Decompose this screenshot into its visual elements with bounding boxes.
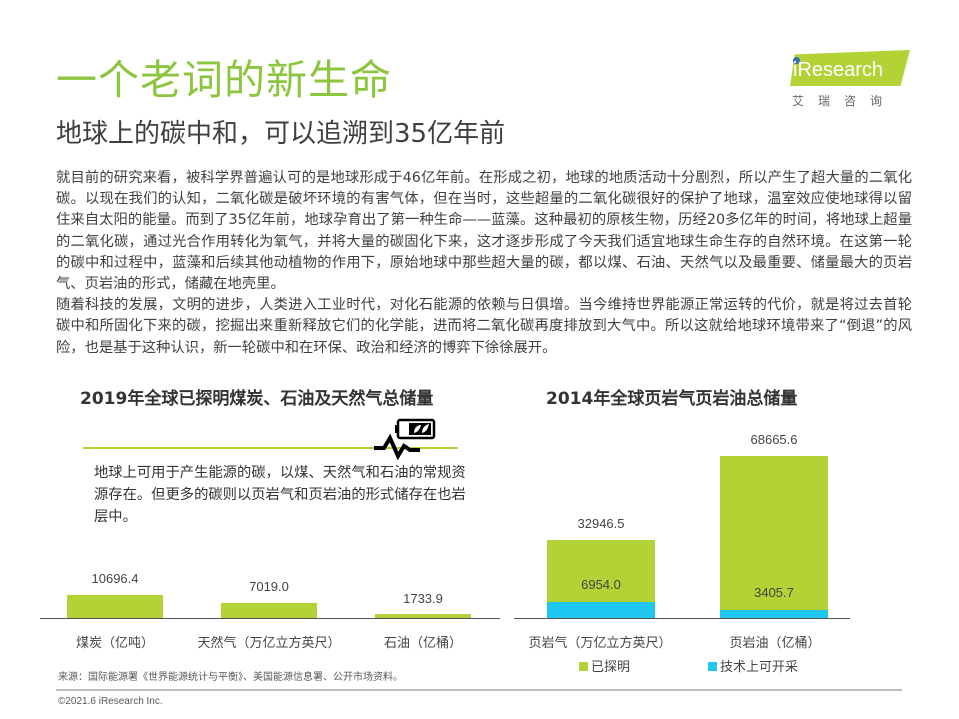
page-subtitle: 地球上的碳中和，可以追溯到35亿年前 [56, 119, 506, 149]
left-chart-title: 2019年全球已探明煤炭、石油及天然气总储量 [80, 389, 434, 409]
bar-total-shale-gas: 32946.5 [577, 516, 625, 531]
body-text: 就目前的研究来看，被科学界普遍认可的是地球形成于46亿年前。在形成之初，地球的地… [56, 168, 912, 359]
legend-proven-label: 已探明 [591, 660, 631, 675]
bar-value-coal: 10696.4 [91, 571, 139, 586]
iresearch-logo: iResearch 艾瑞咨询 [790, 50, 915, 120]
battery-leaf-pulse-icon [372, 418, 442, 461]
category-shale-oil: 页岩油（亿桶） [729, 636, 821, 651]
category-coal: 煤炭（亿吨） [75, 636, 154, 651]
legend-swatch-green [579, 662, 588, 671]
paragraph-1: 就目前的研究来看，被科学界普遍认可的是地球形成于46亿年前。在形成之初，地球的地… [56, 170, 912, 293]
left-chart-note: 地球上可用于产生能源的碳，以煤、天然气和石油的常规资源存在。但更多的碳则以页岩气… [94, 465, 466, 525]
right-chart-title: 2014年全球页岩气页岩油总储量 [546, 389, 798, 409]
category-oil: 石油（亿桶） [383, 636, 462, 651]
source-note: 来源：国际能源署《世界能源统计与平衡》、美国能源信息署、公开市场资料。 [58, 672, 403, 683]
legend-proven: 已探明 [579, 656, 630, 675]
bar-sub-shale-oil: 3405.7 [754, 585, 794, 600]
paragraph-2: 随着科技的发展，文明的进步，人类进入工业时代，对化石能源的依赖与日俱增。当今维持… [56, 297, 912, 356]
logo-badge [790, 50, 910, 86]
green-divider [83, 447, 458, 449]
bar-shale-oil-proven [720, 456, 828, 618]
copyright: ©2021.6 iResearch Inc. [58, 696, 163, 707]
bar-sub-shale-gas: 6954.0 [581, 577, 621, 592]
page-title: 一个老词的新生命 [56, 56, 392, 104]
bar-shale-oil-recoverable [720, 610, 828, 618]
legend-recoverable-label: 技术上可开采 [720, 660, 799, 675]
left-chart-axis [40, 618, 500, 619]
legend-recoverable: 技术上可开采 [708, 656, 798, 675]
category-shale-gas: 页岩气（万亿立方英尺） [528, 636, 672, 651]
bar-oil [375, 614, 471, 618]
legend-swatch-cyan [708, 662, 717, 671]
bar-value-gas: 7019.0 [249, 579, 289, 594]
category-gas: 天然气（万亿立方英尺） [197, 636, 341, 651]
logo-dot-icon [793, 57, 800, 64]
bar-coal [67, 595, 163, 618]
bar-value-oil: 1733.9 [403, 591, 443, 606]
bar-gas [221, 603, 317, 618]
footer-divider [56, 689, 902, 691]
right-chart-axis [514, 618, 850, 619]
bar-total-shale-oil: 68665.6 [750, 432, 798, 447]
bar-shale-gas-recoverable [547, 602, 655, 618]
logo-text: iResearch [793, 59, 884, 81]
logo-chinese: 艾瑞咨询 [792, 94, 897, 108]
